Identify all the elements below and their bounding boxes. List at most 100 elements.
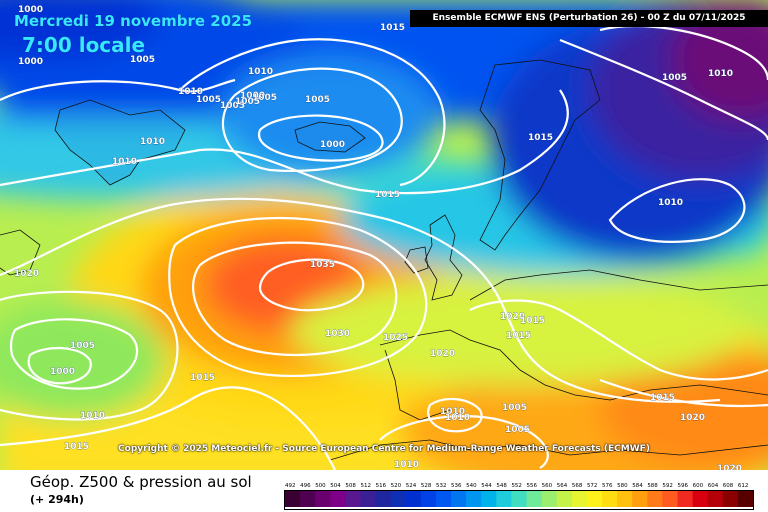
legend-value-labels: 492 496 500 504 508 512 516 520 524 528 532 536 540 5…	[285, 483, 749, 488]
pressure-label: 1005	[70, 341, 95, 351]
pressure-label: 1035	[310, 260, 335, 270]
legend-color-swatch	[330, 491, 346, 507]
legend-value-label: 556	[527, 483, 538, 488]
isobar-lines	[0, 25, 768, 470]
legend-color-swatch	[496, 491, 512, 507]
legend-color-swatch	[511, 491, 528, 507]
legend-value-label: 604	[708, 483, 719, 488]
pressure-label: 1015	[650, 393, 675, 403]
legend-value-label: 560	[542, 483, 553, 488]
legend-value-label: 492	[285, 483, 296, 488]
legend-value-label: 612	[738, 483, 749, 488]
pressure-label: 1015	[190, 373, 215, 383]
pressure-label: 1020	[717, 464, 742, 470]
legend-value-label: 584	[632, 483, 643, 488]
legend-value-label: 592	[662, 483, 673, 488]
pressure-label: 1000	[240, 91, 265, 101]
scandinavia-outline	[479, 59, 601, 251]
pressure-label: 1020	[680, 413, 705, 423]
legend-color-swatch	[647, 491, 663, 507]
legend-value-label: 596	[678, 483, 689, 488]
pressure-label: 1015	[528, 133, 553, 143]
legend-color-swatch	[617, 491, 633, 507]
legend-color-swatch	[526, 491, 543, 507]
legend-value-label: 504	[330, 483, 341, 488]
legend-value-label: 512	[360, 483, 371, 488]
isobar-1025	[168, 216, 428, 378]
pressure-label: 1010	[140, 137, 165, 147]
pressure-label: 1000	[50, 367, 75, 377]
pressure-label: 1010	[248, 67, 273, 77]
isobar-1030	[192, 241, 398, 357]
isobar-1005-iceland-low	[221, 67, 403, 172]
pressure-label: 1005	[505, 425, 530, 435]
legend-color-swatch	[466, 491, 482, 507]
legend-color-swatch	[692, 491, 709, 507]
isobar-1015-south-east	[599, 378, 768, 408]
legend-value-label: 588	[647, 483, 658, 488]
legend-color-swatch	[556, 491, 573, 507]
legend-value-label: 600	[693, 483, 704, 488]
model-run-label: Ensemble ECMWF ENS (Perturbation 26) - 0…	[410, 10, 768, 27]
pressure-label: 1010	[445, 413, 470, 423]
pressure-label: 1010	[708, 69, 733, 79]
legend-color-swatch	[481, 491, 497, 507]
land-outlines	[0, 59, 768, 461]
pressure-label: 1005	[252, 93, 277, 103]
legend-color-swatch	[571, 491, 588, 507]
forecast-date: Mercredi 19 novembre 2025	[14, 12, 253, 30]
legend-color-swatch	[285, 491, 301, 507]
pressure-label: 1030	[325, 329, 350, 339]
lead-time: (+ 294h)	[30, 493, 84, 506]
legend-color-swatch	[586, 491, 603, 507]
legend-value-label: 608	[723, 483, 734, 488]
pressure-label: 1025	[383, 333, 408, 343]
legend-value-label: 524	[406, 483, 417, 488]
pressure-label: 1020	[500, 312, 525, 322]
isobar-1015-north	[0, 89, 569, 195]
pressure-label: 1005	[662, 73, 687, 83]
pressure-label: 1015	[520, 316, 545, 326]
isobar-1015-central	[469, 299, 768, 381]
legend-value-label: 544	[481, 483, 492, 488]
iceland-outline	[294, 121, 366, 153]
pressure-label: 1015	[64, 442, 89, 452]
legend-value-label: 576	[602, 483, 613, 488]
color-scale-legend	[284, 490, 754, 510]
forecast-time: 7:00 locale	[22, 33, 146, 57]
isobar-1005-west-low	[9, 318, 139, 390]
pressure-label: 1000	[18, 5, 43, 15]
pressure-label: 1005	[130, 55, 155, 65]
legend-color-swatch	[662, 491, 679, 507]
legend-color-swatch	[451, 491, 467, 507]
pressure-label: 1020	[430, 349, 455, 359]
legend-color-swatch	[737, 491, 753, 507]
isobar-1010-east	[559, 38, 768, 141]
legend-color-swatch	[390, 491, 407, 507]
pressure-label: 1005	[220, 101, 245, 111]
pressure-label: 1010	[440, 407, 465, 417]
legend-value-label: 572	[587, 483, 598, 488]
legend-value-label: 528	[421, 483, 432, 488]
pressure-label: 1015	[506, 331, 531, 341]
pressure-label: 1010	[394, 460, 419, 470]
isobar-1020	[0, 197, 721, 403]
legend-value-label: 580	[617, 483, 628, 488]
legend-value-label: 548	[496, 483, 507, 488]
isobar-1010-north	[0, 38, 446, 187]
legend-value-label: 552	[511, 483, 522, 488]
legend-value-label: 520	[391, 483, 402, 488]
pressure-label: 1005	[196, 95, 221, 105]
isobar-1005-south	[379, 414, 549, 469]
pressure-label: 1020	[14, 269, 39, 279]
pressure-label: 1010	[112, 157, 137, 167]
field-title: Géop. Z500 & pression au sol	[30, 473, 252, 491]
legend-value-label: 500	[315, 483, 326, 488]
canada-outline	[0, 229, 41, 276]
europe-coast-outline	[379, 269, 768, 421]
africa-coast-outline	[329, 439, 768, 461]
legend-value-label: 516	[376, 483, 387, 488]
legend-color-swatch	[722, 491, 739, 507]
